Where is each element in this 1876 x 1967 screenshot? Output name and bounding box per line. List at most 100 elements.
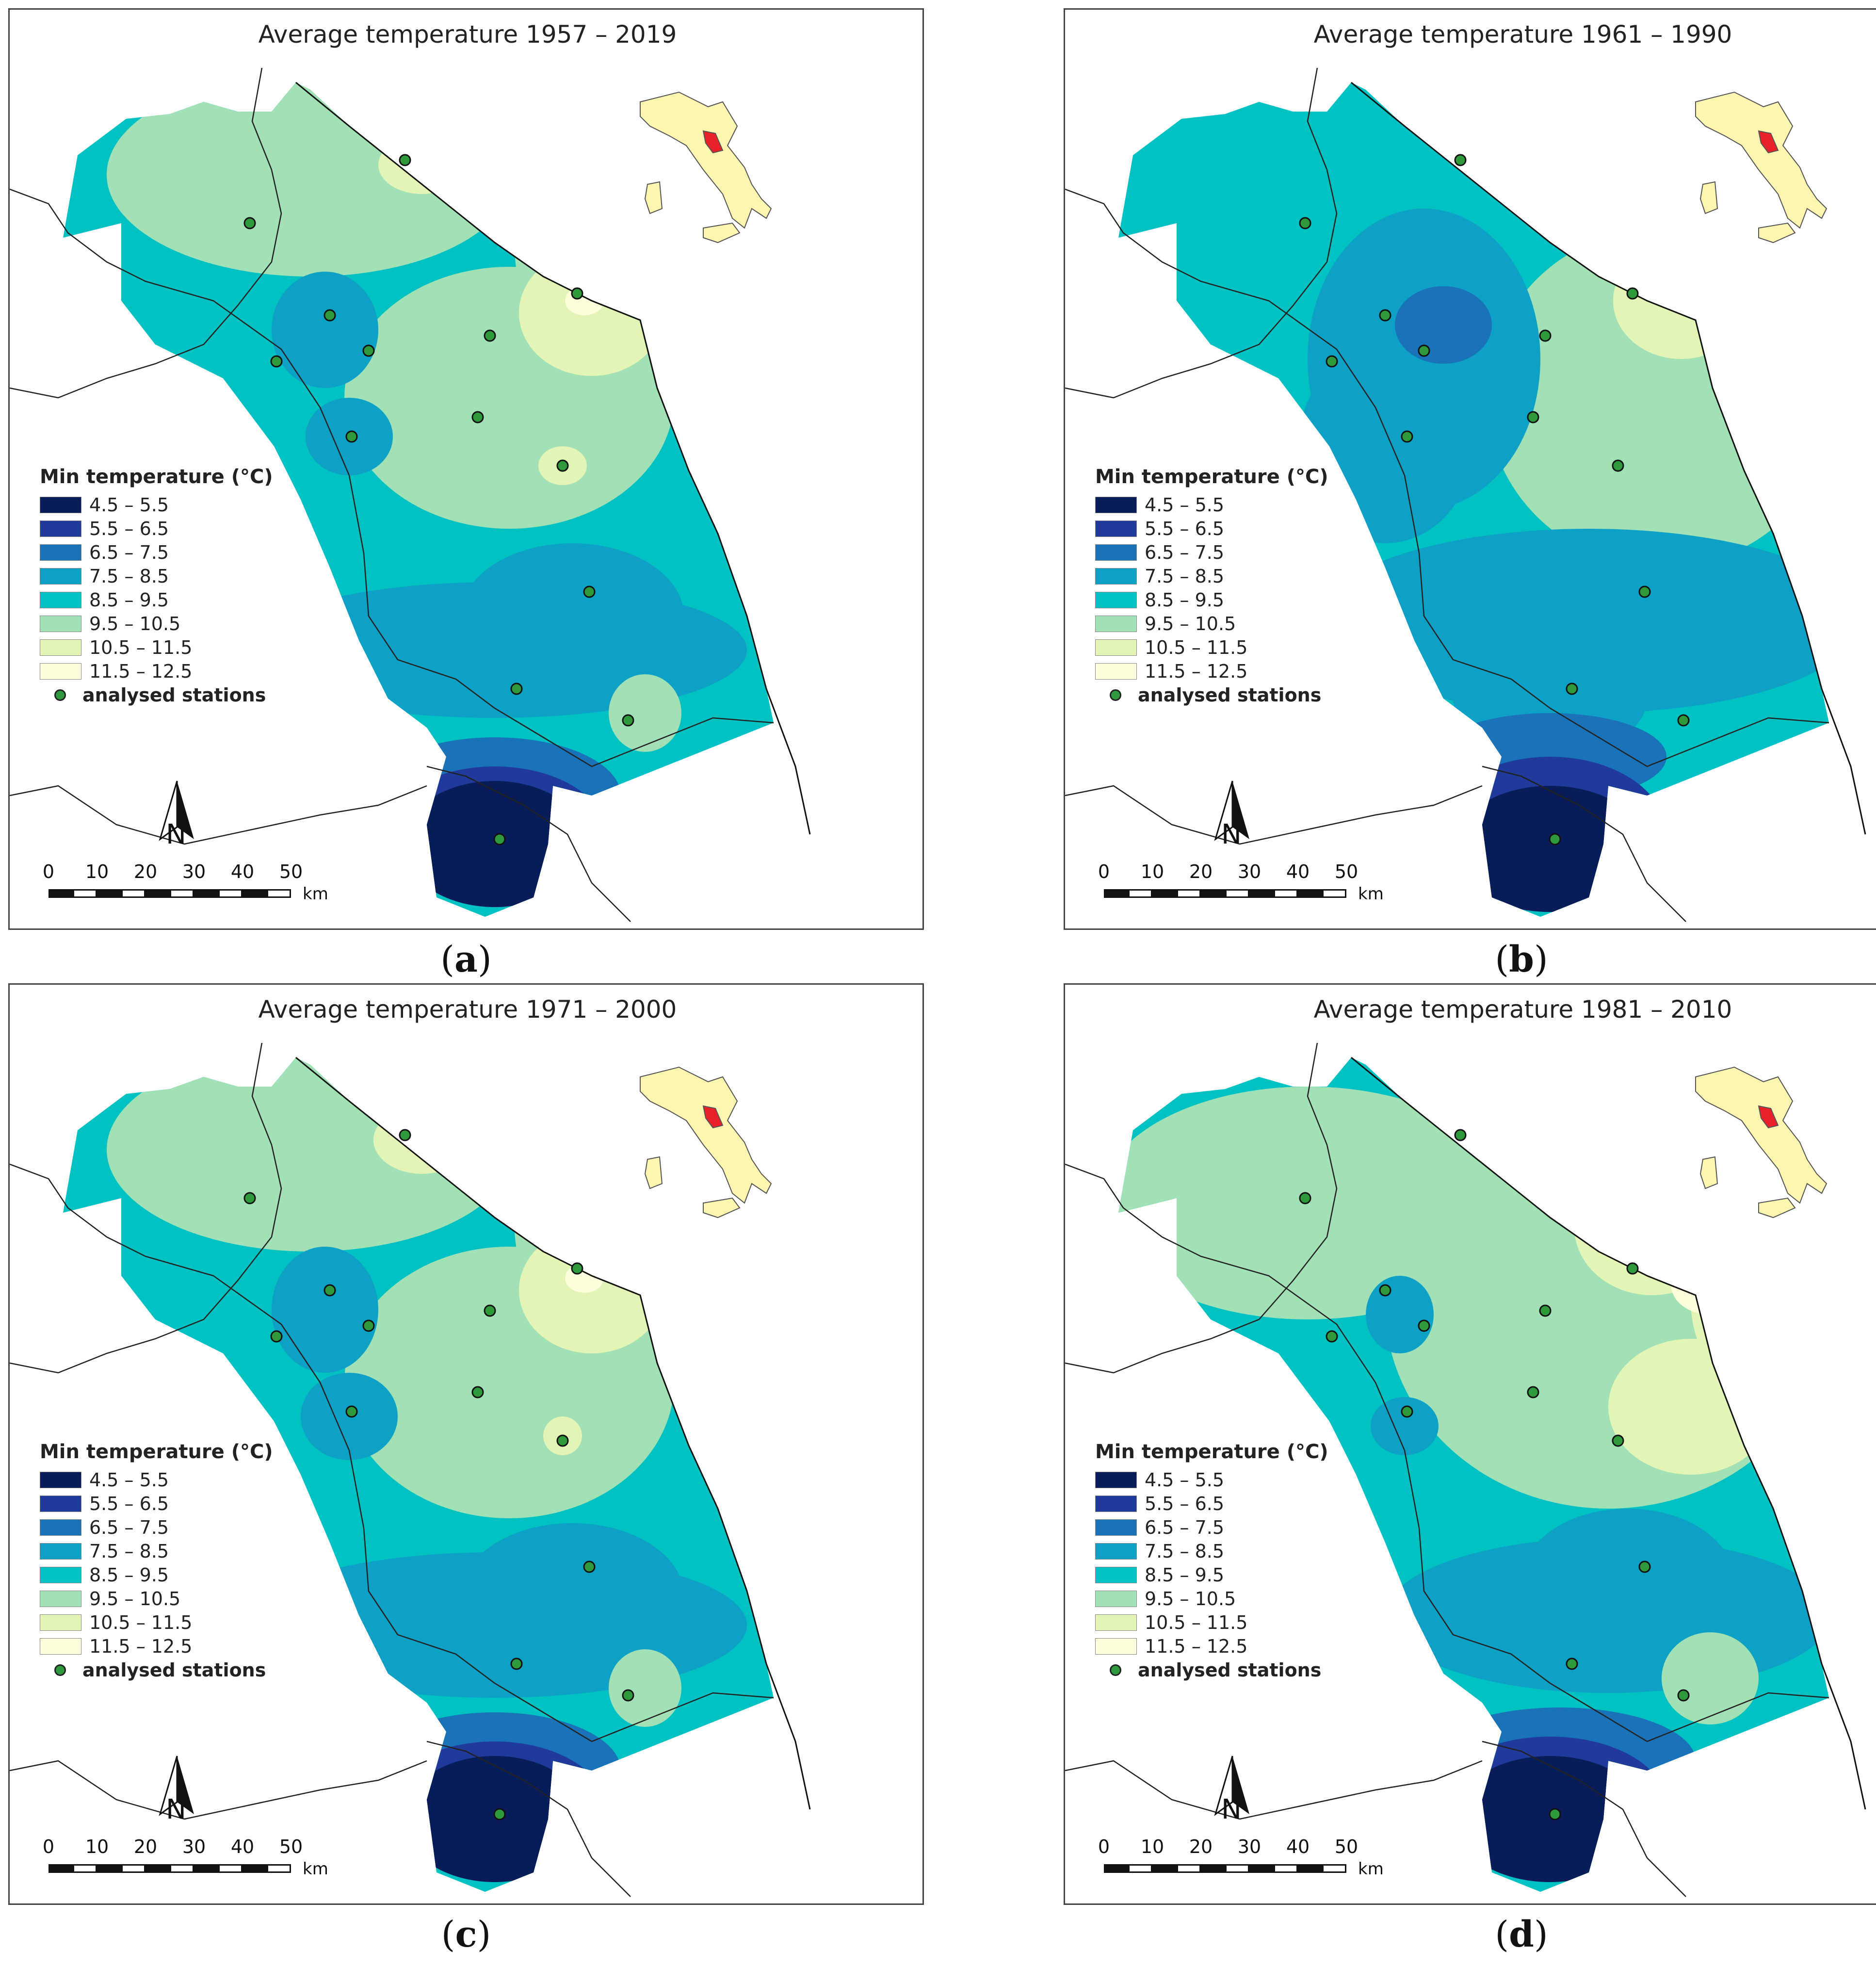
temperature-class-zone [1371,1397,1439,1455]
north-arrow-icon [159,780,194,841]
marche-highlight [1758,1105,1779,1129]
scale-tick-label: 40 [1286,1836,1310,1857]
scale-segment [218,889,243,898]
legend-swatch [1095,496,1137,513]
legend-item: 5.5 – 6.5 [40,517,273,540]
scale-segment [1104,889,1128,898]
north-arrow-light-half [1214,1756,1233,1816]
italy-outline [640,91,772,229]
scale-segment [97,1864,121,1873]
scale-tick-label: 30 [1237,861,1261,882]
scale-segment [1201,889,1225,898]
temperature-class-zone [1385,1101,1829,1509]
legend-label: 7.5 – 8.5 [89,1540,169,1562]
legend-swatch [40,1566,81,1583]
north-arrow-dark-half [1232,781,1249,839]
legend-swatch [40,1590,81,1607]
scale-segment [170,1864,194,1873]
legend-label: 5.5 – 6.5 [89,518,169,539]
scale-segment [1177,889,1201,898]
scale-segment [243,889,267,898]
sicily-outline [1758,222,1796,244]
station-marker [270,1330,283,1343]
legend-item: 9.5 – 10.5 [40,612,273,635]
regional-border [1065,1760,1483,1820]
station-marker [362,344,375,357]
marche-highlight [702,1105,724,1129]
station-marker [243,217,256,229]
scale-segment [218,1864,243,1873]
temperature-class-zone [272,272,378,388]
regional-border [1065,1163,1829,1742]
station-marker [1379,1284,1391,1297]
legend-label: 7.5 – 8.5 [89,565,169,587]
scale-segment [146,1864,170,1873]
scale-tick-label: 20 [133,1836,158,1857]
regional-border [1482,765,1686,922]
scale-segment [243,1864,267,1873]
scale-segment [1152,889,1177,898]
legend-swatch [1095,1543,1137,1560]
legend-label: 8.5 – 9.5 [89,1564,169,1586]
regional-border [1065,785,1483,845]
legend-label: 11.5 – 12.5 [89,1635,193,1657]
scale-segment [170,889,194,898]
regional-border [10,1760,427,1820]
station-marker [1566,1658,1578,1670]
scale-tick-label: 40 [230,861,255,882]
regional-border [1065,188,1829,767]
legend-item: 11.5 – 12.5 [40,659,273,683]
temperature-class-zone [1395,286,1492,364]
temperature-class-zone [107,1057,514,1252]
legend-label: 8.5 – 9.5 [1145,1564,1225,1586]
scale-segment [146,889,170,898]
north-arrow-icon [1214,1756,1249,1816]
station-marker [323,309,336,322]
legend-title: Min temperature (°C) [1095,466,1328,488]
scale-segment [1249,889,1274,898]
legend-swatch [1095,591,1137,608]
station-marker [323,1284,336,1297]
italy-outline [640,1066,772,1204]
legend-item-stations: analysed stations [40,1658,273,1682]
legend-item: 5.5 – 6.5 [1095,1492,1328,1515]
legend-item: 6.5 – 7.5 [40,1515,273,1539]
temperature-class-zone [373,1106,470,1174]
legend-item-stations: analysed stations [1095,1658,1328,1682]
panel-title: Average temperature 1957 – 2019 [258,20,677,49]
scale-tick-label: 20 [1189,1836,1213,1857]
sardinia-outline [644,1156,663,1189]
scale-segment [1274,889,1298,898]
legend-label: 6.5 – 7.5 [1145,541,1225,563]
legend-swatch [1095,663,1137,680]
legend-swatch [1095,1614,1137,1631]
temperature-class-zone [1521,1509,1734,1654]
legend-swatch [40,520,81,537]
scale-segment [1322,1864,1346,1873]
scale-tick-label: 50 [279,1836,303,1857]
sardinia-outline [1699,181,1718,214]
legend-label: 10.5 – 11.5 [1145,636,1248,658]
legend-label: 9.5 – 10.5 [89,1588,181,1609]
scale-tick-label: 10 [85,861,109,882]
regional-border [10,67,282,399]
temperature-class-zone [461,543,684,689]
station-marker [243,1192,256,1204]
north-label: N [166,819,186,850]
temperature-class-zone [609,1649,681,1727]
temperature-class-zone [272,1247,378,1373]
station-marker [1454,154,1467,166]
station-marker [571,1262,583,1275]
temperature-class-zone [344,1247,674,1518]
scale-tick-label: 10 [1140,1836,1164,1857]
legend-item-stations: analysed stations [1095,683,1328,707]
legend-label: 6.5 – 7.5 [89,1516,169,1538]
panel-label-b: (b) [1495,939,1548,980]
italy-inset-map [1695,91,1827,244]
legend-item: 11.5 – 12.5 [1095,659,1328,683]
legend-swatch [40,544,81,561]
station-marker [471,1386,484,1398]
scale-tick-label: 50 [1334,1836,1358,1857]
scale-tick-label: 20 [1189,861,1213,882]
